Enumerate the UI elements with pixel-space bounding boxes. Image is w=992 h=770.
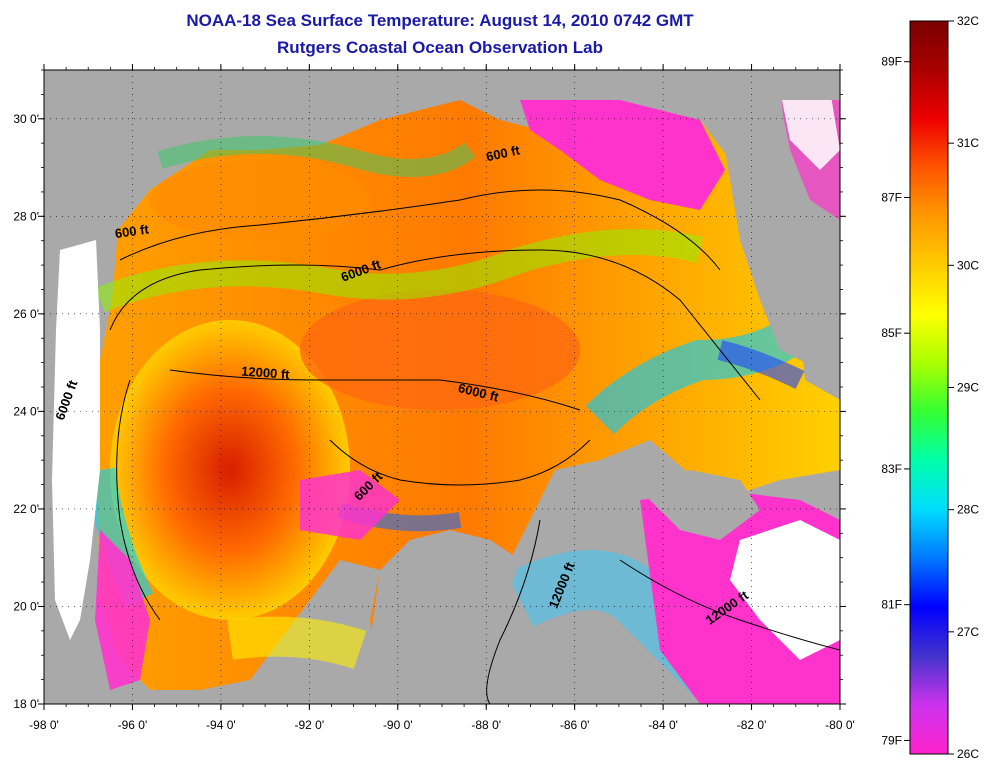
lon-tick-label: -98 0' xyxy=(29,718,59,732)
colorbar-label-celsius: 31C xyxy=(957,136,979,150)
cool-band-2 xyxy=(157,136,476,177)
land-yucatan xyxy=(370,530,520,704)
lat-tick-label: 26 0' xyxy=(13,307,39,321)
cold-patch-central xyxy=(300,470,400,540)
cold-band-keys xyxy=(717,340,805,389)
colorbar-label-fahrenheit: 87F xyxy=(881,190,902,204)
colorbar-label-celsius: 32C xyxy=(957,14,979,28)
cool-band-3 xyxy=(585,313,812,435)
lon-tick-label: -84 0' xyxy=(648,718,678,732)
cold-patch-mexico-coast xyxy=(95,530,150,690)
colorbar-label-fahrenheit: 89F xyxy=(881,55,902,69)
lon-tick-label: -92 0' xyxy=(295,718,325,732)
colorbar-labels: 32C 31C 30C 29C 28C 27C 26C 89F 87F 85F 83F 81F 79F xyxy=(881,14,979,761)
colorbar-label-celsius: 30C xyxy=(957,258,979,272)
contour-6000ft-north xyxy=(109,249,761,401)
cool-band-1 xyxy=(95,229,704,313)
warm-region-west xyxy=(110,320,350,620)
lon-tick-label: -90 0' xyxy=(383,718,413,732)
map-subtitle: Rutgers Coastal Ocean Observation Lab xyxy=(277,38,603,57)
warm-region-north xyxy=(150,160,370,240)
lon-tick-label: -82 0' xyxy=(737,718,767,732)
lon-tick-label: -88 0' xyxy=(471,718,501,732)
contour-label: 600 ft xyxy=(114,221,150,241)
colorbar-label-celsius: 28C xyxy=(957,503,979,517)
colorbar-label-fahrenheit: 81F xyxy=(881,598,902,612)
lat-tick-label: 28 0' xyxy=(13,209,39,223)
lat-tick-label: 20 0' xyxy=(13,599,39,613)
land-florida xyxy=(720,80,840,380)
contour-label: 600 ft xyxy=(485,142,522,164)
contour-600ft-north xyxy=(119,189,721,271)
lat-tick-label: 24 0' xyxy=(13,404,39,418)
lon-tick-label: -86 0' xyxy=(560,718,590,732)
bathymetry-contours xyxy=(109,189,840,704)
map-title: NOAA-18 Sea Surface Temperature: August … xyxy=(186,11,694,30)
lat-tick-label: 18 0' xyxy=(13,697,39,711)
lon-tick-label: -80 0' xyxy=(825,718,855,732)
lon-tick-label: -96 0' xyxy=(118,718,148,732)
cold-patch-apalachee xyxy=(520,100,725,210)
colorbar-label-celsius: 27C xyxy=(957,625,979,639)
contour-600ft-campeche xyxy=(329,439,591,486)
contour-12000ft xyxy=(169,369,581,411)
colorbar-label-celsius: 29C xyxy=(957,381,979,395)
colorbar-gradient xyxy=(909,20,949,755)
colorbar-label-fahrenheit: 85F xyxy=(881,326,902,340)
yellow-band-south xyxy=(227,616,367,670)
axis-ticks: -98 0' -96 0' -94 0' -92 0' -90 0' -88 0' -86 … xyxy=(13,64,855,732)
land-north-us xyxy=(44,70,840,100)
cloud-florida xyxy=(780,90,840,170)
colorbar-label-fahrenheit: 79F xyxy=(881,733,902,747)
contour-12000ft-caribbean xyxy=(619,559,840,651)
lon-tick-label: -94 0' xyxy=(206,718,236,732)
lat-tick-label: 22 0' xyxy=(13,502,39,516)
cloud-cuba xyxy=(730,520,840,660)
contour-label: 12000 ft xyxy=(241,364,291,382)
cloud-western-coast xyxy=(52,240,100,640)
contour-12000ft-south xyxy=(486,519,541,704)
contour-6000ft-west xyxy=(116,379,161,621)
colorbar-label-celsius: 26C xyxy=(957,747,979,761)
land-cuba-west xyxy=(640,470,760,540)
lat-tick-label: 30 0' xyxy=(13,112,39,126)
colorbar-label-fahrenheit: 83F xyxy=(881,462,902,476)
